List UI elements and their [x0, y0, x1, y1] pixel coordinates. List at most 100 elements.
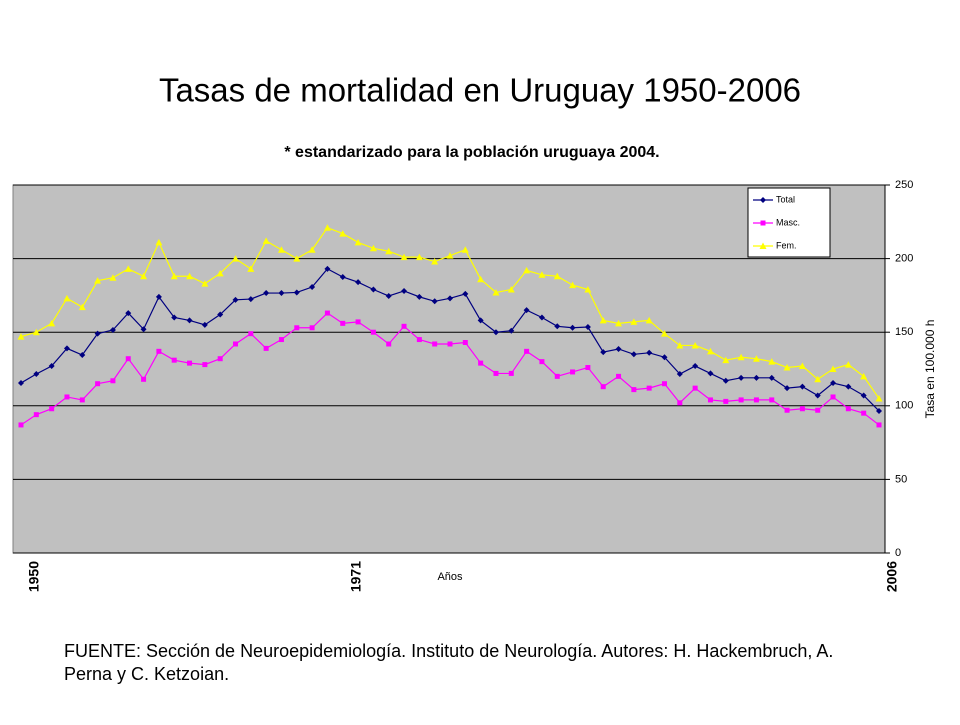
marker — [676, 371, 683, 378]
marker — [370, 329, 376, 335]
marker — [569, 324, 576, 331]
marker — [707, 370, 714, 377]
source-box: FUENTE: Sección de Neuroepidemiología. I… — [64, 641, 833, 684]
marker — [477, 275, 485, 283]
x-tick-label: 2006 — [884, 561, 900, 592]
marker — [507, 286, 515, 293]
y-tick-label: 250 — [895, 179, 913, 191]
marker — [646, 385, 652, 391]
marker — [462, 340, 468, 346]
legend-label: Masc. — [776, 217, 800, 227]
marker — [446, 252, 454, 259]
marker — [217, 356, 223, 362]
marker — [676, 341, 684, 349]
legend-marker — [760, 220, 766, 226]
marker — [615, 319, 623, 327]
marker — [201, 321, 208, 328]
marker — [447, 295, 453, 302]
marker — [48, 319, 56, 327]
marker — [140, 326, 147, 333]
marker — [78, 303, 86, 311]
marker — [692, 385, 698, 391]
marker — [814, 392, 821, 399]
marker — [538, 314, 545, 321]
marker — [569, 281, 577, 289]
marker — [355, 319, 361, 325]
marker — [631, 387, 637, 393]
marker — [339, 274, 346, 280]
marker — [201, 280, 209, 287]
legend-label: Fem. — [776, 240, 797, 250]
marker — [247, 296, 254, 303]
marker — [217, 311, 224, 318]
marker — [829, 365, 837, 372]
marker — [431, 298, 438, 305]
y-axis-label: Tasa en 100.000 h — [923, 320, 937, 419]
marker — [339, 230, 347, 237]
marker — [263, 345, 269, 351]
marker — [187, 360, 193, 366]
marker — [600, 349, 607, 356]
marker — [876, 407, 882, 414]
marker — [340, 320, 346, 326]
marker — [293, 289, 300, 296]
marker — [354, 238, 362, 246]
marker — [416, 293, 423, 300]
marker — [784, 385, 791, 392]
marker — [523, 266, 531, 274]
marker — [508, 327, 515, 334]
marker — [401, 287, 408, 294]
marker — [799, 406, 805, 412]
marker — [814, 375, 822, 383]
marker — [815, 407, 821, 413]
marker — [416, 337, 422, 343]
marker — [248, 331, 254, 337]
marker — [554, 323, 561, 330]
marker — [860, 392, 867, 399]
marker — [109, 326, 116, 333]
marker — [48, 363, 55, 370]
marker — [277, 246, 285, 253]
marker — [722, 377, 729, 384]
marker — [293, 255, 301, 262]
marker — [570, 369, 576, 375]
marker — [125, 356, 131, 362]
marker — [278, 337, 284, 343]
marker — [18, 379, 24, 386]
marker — [661, 354, 668, 361]
x-axis-label: Años — [437, 571, 463, 583]
marker — [524, 348, 530, 354]
marker — [447, 341, 453, 347]
marker — [233, 341, 238, 347]
marker — [171, 314, 178, 321]
marker — [386, 341, 392, 347]
marker — [691, 341, 699, 349]
marker — [33, 371, 40, 378]
marker — [309, 325, 315, 331]
marker — [753, 397, 759, 403]
marker — [232, 255, 239, 262]
marker — [323, 224, 331, 231]
marker — [768, 358, 776, 365]
marker — [784, 407, 790, 413]
marker — [477, 317, 484, 324]
marker — [553, 272, 561, 280]
marker — [186, 317, 193, 324]
marker — [263, 290, 270, 297]
marker — [662, 381, 667, 387]
marker — [677, 400, 683, 406]
marker — [278, 290, 285, 297]
marker — [845, 406, 851, 412]
y-tick-label: 150 — [895, 326, 913, 338]
marker — [79, 352, 86, 359]
marker — [830, 394, 836, 400]
plot-area — [12, 184, 886, 554]
legend-marker — [759, 242, 767, 249]
marker — [94, 330, 101, 337]
marker — [125, 310, 132, 317]
marker — [616, 373, 622, 379]
y-tick-label: 50 — [895, 473, 907, 485]
marker — [492, 288, 500, 296]
